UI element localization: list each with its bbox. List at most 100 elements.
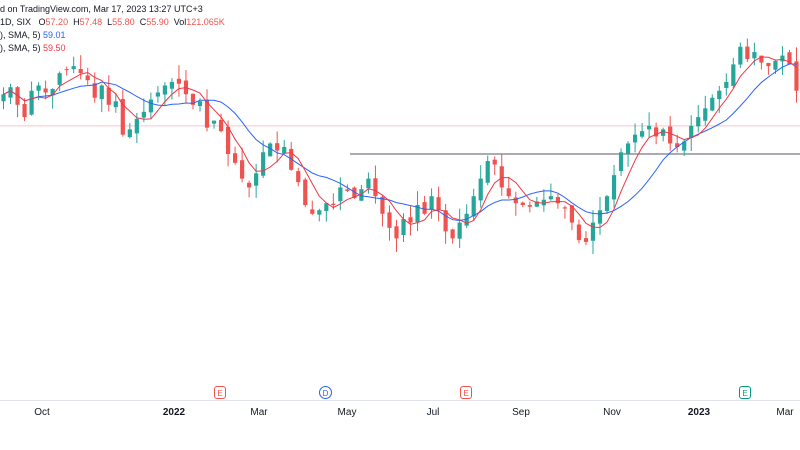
candle-body[interactable] — [218, 119, 224, 132]
candle-body[interactable] — [359, 189, 364, 201]
candle-body[interactable] — [738, 46, 743, 65]
candle-body[interactable] — [471, 196, 476, 217]
candle-body[interactable] — [710, 97, 715, 111]
candle-body[interactable] — [618, 152, 624, 172]
candle-body[interactable] — [338, 187, 343, 202]
candle-body[interactable] — [675, 143, 680, 147]
candle-body[interactable] — [50, 88, 55, 96]
candle-body[interactable] — [752, 52, 757, 59]
chart-canvas[interactable] — [0, 0, 800, 400]
candle-body[interactable] — [562, 207, 568, 209]
candle-body[interactable] — [345, 189, 350, 191]
candle-body[interactable] — [773, 60, 778, 70]
candle-body[interactable] — [759, 55, 764, 63]
candle-body[interactable] — [282, 146, 287, 154]
candle-body[interactable] — [625, 143, 631, 154]
candle-body[interactable] — [197, 101, 203, 107]
candle-body[interactable] — [534, 201, 539, 207]
candle-body[interactable] — [78, 69, 83, 74]
candle-body[interactable] — [352, 187, 357, 198]
candle-body[interactable] — [506, 188, 511, 197]
candle-body[interactable] — [373, 178, 378, 197]
candle-body[interactable] — [780, 55, 785, 62]
candle-body[interactable] — [268, 143, 273, 157]
candle-body[interactable] — [527, 205, 532, 207]
candle-body[interactable] — [794, 61, 799, 91]
candle-body[interactable] — [787, 52, 792, 65]
candle-body[interactable] — [57, 73, 62, 85]
candle-body[interactable] — [703, 108, 708, 121]
candle-body[interactable] — [401, 219, 406, 236]
candle-body[interactable] — [682, 141, 687, 151]
candle-body[interactable] — [275, 143, 280, 151]
candle-body[interactable] — [22, 104, 27, 118]
candle-body[interactable] — [485, 161, 490, 183]
candle-body[interactable] — [457, 222, 462, 239]
candle-body[interactable] — [647, 125, 652, 130]
candle-body[interactable] — [597, 210, 603, 224]
candle-body[interactable] — [155, 92, 160, 97]
candle-body[interactable] — [478, 178, 483, 201]
sma-blue-legend[interactable]: ), SMA, 5) 59.01 — [0, 29, 225, 42]
candle-body[interactable] — [745, 46, 750, 60]
candle-body[interactable] — [247, 182, 252, 188]
candle-body[interactable] — [106, 87, 111, 105]
candle-body[interactable] — [513, 197, 518, 204]
candle-body[interactable] — [520, 202, 525, 205]
candle-body[interactable] — [499, 166, 504, 188]
candle-body[interactable] — [310, 209, 315, 214]
candle-body[interactable] — [331, 203, 336, 205]
candle-body[interactable] — [640, 131, 645, 137]
price-chart[interactable]: d on TradingView.com, Mar 17, 2023 13:27… — [0, 0, 800, 400]
candle-body[interactable] — [85, 75, 90, 81]
candle-body[interactable] — [569, 205, 575, 223]
candle-body[interactable] — [8, 87, 13, 98]
candle-body[interactable] — [92, 83, 97, 98]
candle-body[interactable] — [36, 85, 41, 91]
candle-body[interactable] — [148, 99, 153, 113]
candle-body[interactable] — [541, 199, 546, 206]
candle-body[interactable] — [689, 125, 694, 139]
candle-body[interactable] — [99, 85, 104, 100]
candle-body[interactable] — [113, 101, 118, 108]
candle-body[interactable] — [127, 129, 132, 138]
candle-body[interactable] — [141, 111, 146, 118]
candle-body[interactable] — [1, 94, 6, 102]
candle-body[interactable] — [43, 88, 48, 93]
earnings-event-icon[interactable]: E — [214, 386, 226, 399]
candle-body[interactable] — [29, 90, 34, 115]
candle-body[interactable] — [731, 64, 736, 86]
candle-body[interactable] — [387, 212, 392, 228]
candle-body[interactable] — [422, 202, 427, 214]
candle-body[interactable] — [303, 179, 308, 205]
candle-body[interactable] — [366, 178, 371, 189]
candle-body[interactable] — [394, 226, 399, 239]
candle-body[interactable] — [134, 118, 139, 134]
earnings-event-icon[interactable]: E — [739, 386, 751, 399]
candle-body[interactable] — [324, 203, 329, 212]
candle-body[interactable] — [415, 205, 420, 223]
candle-body[interactable] — [436, 197, 441, 211]
earnings-event-icon[interactable]: E — [460, 386, 472, 399]
candle-body[interactable] — [225, 126, 231, 155]
candle-body[interactable] — [162, 85, 168, 95]
candle-body[interactable] — [632, 134, 638, 143]
candle-body[interactable] — [176, 78, 182, 84]
candle-body[interactable] — [668, 126, 673, 144]
candle-body[interactable] — [380, 196, 385, 214]
candle-body[interactable] — [317, 210, 322, 215]
candle-body[interactable] — [240, 160, 245, 179]
candle-body[interactable] — [654, 127, 659, 137]
candle-body[interactable] — [429, 196, 434, 210]
sma-red-legend[interactable]: ), SMA, 5) 59.50 — [0, 42, 225, 55]
candle-body[interactable] — [211, 120, 217, 124]
candle-body[interactable] — [190, 93, 196, 105]
candle-body[interactable] — [204, 99, 210, 128]
candle-body[interactable] — [611, 175, 617, 200]
candle-body[interactable] — [64, 69, 69, 71]
candle-body[interactable] — [548, 196, 553, 200]
candle-body[interactable] — [604, 196, 610, 212]
candle-body[interactable] — [254, 173, 259, 186]
candle-body[interactable] — [232, 153, 238, 163]
candle-body[interactable] — [717, 90, 722, 100]
